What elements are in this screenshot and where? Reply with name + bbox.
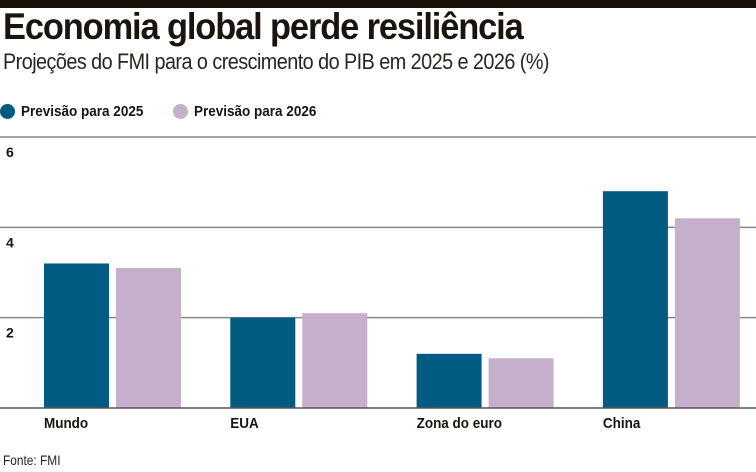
x-tick-label: Mundo: [44, 415, 88, 432]
legend-swatch-2026: [172, 104, 188, 119]
bar-eua-2025: [230, 317, 296, 408]
bar-zona-do-euro-2025: [416, 353, 482, 408]
x-tick-label: Zona do euro: [417, 415, 503, 432]
x-tick-label: EUA: [230, 415, 258, 432]
bar-zona-do-euro-2026: [488, 358, 554, 408]
bar-china-2025: [602, 191, 668, 408]
y-tick-label: 6: [6, 144, 14, 160]
y-tick-label: 2: [6, 325, 14, 341]
legend-label-2026: Previsão para 2026: [193, 103, 317, 120]
y-tick-label: 4: [6, 234, 14, 250]
x-tick-label: China: [603, 415, 641, 432]
chart-title: Economia global perde resiliência: [3, 6, 524, 47]
legend: Previsão para 2025 Previsão para 2026: [0, 103, 346, 120]
legend-item-2026: Previsão para 2026: [172, 103, 330, 120]
bar-mundo-2025: [44, 263, 109, 408]
legend-swatch-2025: [0, 104, 15, 119]
source-note: Fonte: FMI: [3, 452, 61, 468]
legend-item-2025: Previsão para 2025: [0, 103, 157, 120]
chart-subtitle: Projeções do FMI para o crescimento do P…: [3, 49, 550, 74]
bar-mundo-2026: [116, 267, 181, 408]
bar-china-2026: [674, 218, 740, 408]
top-rule: [0, 0, 756, 8]
legend-label-2025: Previsão para 2025: [21, 103, 144, 120]
bar-eua-2026: [302, 313, 368, 408]
